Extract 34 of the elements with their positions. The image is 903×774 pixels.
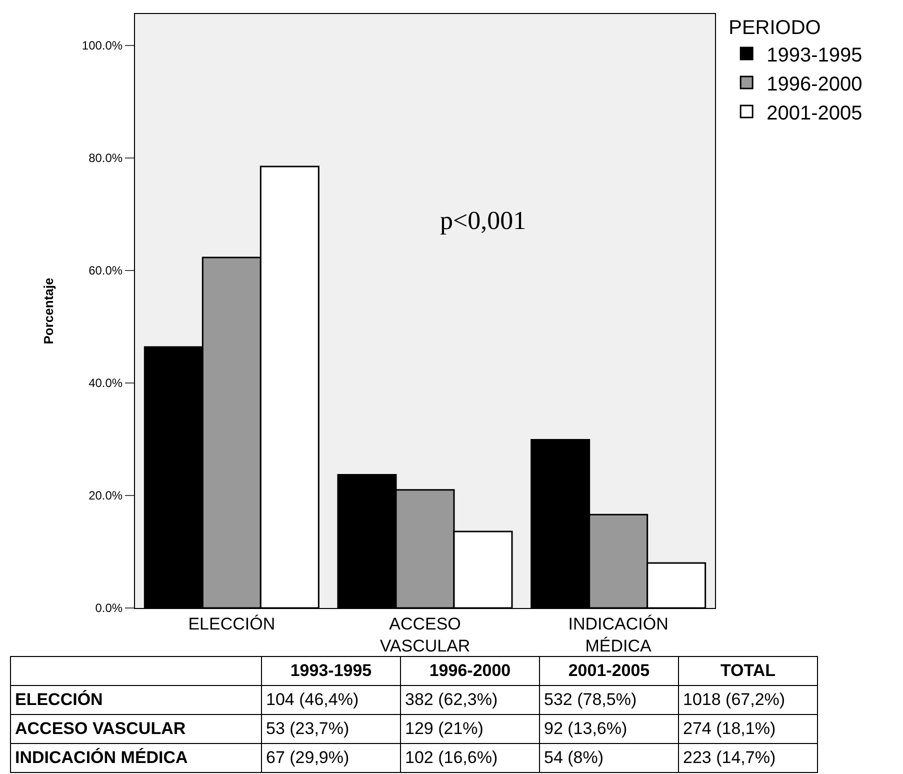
legend-title: PERIODO	[728, 17, 821, 40]
category-label: INDICACIÓN MÉDICA	[15, 748, 188, 767]
x-tick-label: INDICACIÓN MÉDICA	[568, 614, 668, 656]
text: 129 (21%)	[400, 714, 540, 744]
y-tick-label: 40.0%	[88, 376, 123, 390]
y-tick-label: 20.0%	[88, 488, 123, 503]
text: 1996-2000	[429, 661, 511, 680]
y-tick-label: 0.0%	[95, 601, 123, 616]
legend-label: 1996-2000	[766, 73, 862, 96]
text: 92 (13,6%)	[540, 714, 678, 744]
category-label: ELECCIÓN	[15, 690, 103, 709]
y-tick-label: 60.0%	[88, 264, 123, 278]
text: 104 (46,4%)	[262, 686, 400, 714]
text: TOTAL	[678, 656, 818, 686]
text: 382 (62,3%)	[400, 686, 540, 714]
text: 532 (78,5%)	[540, 686, 678, 714]
y-axis-title: Porcentaje	[40, 278, 56, 344]
text: 54 (8%)	[540, 744, 678, 772]
annotation: p<0,001	[440, 206, 526, 235]
text: 102 (16,6%)	[400, 744, 540, 772]
category-label: ACCESO VASCULAR	[15, 719, 186, 738]
x-tick-label: ACCESO VASCULAR	[380, 614, 470, 656]
text: 2001-2005	[568, 661, 650, 680]
y-tick-label: 80.0%	[88, 151, 123, 166]
text: 67 (29,9%)	[262, 744, 400, 772]
text: 1018 (67,2%)	[678, 686, 818, 714]
legend-label: 1993-1995	[766, 44, 862, 66]
y-tick-label: 100.0%	[82, 38, 123, 53]
legend-label: 2001-2005	[766, 102, 862, 124]
text: 223 (14,7%)	[678, 744, 818, 772]
text: 53 (23,7%)	[262, 714, 400, 744]
x-tick-label: ELECCIÓN	[188, 614, 276, 634]
text: 274 (18,1%)	[678, 714, 818, 744]
text: 1993-1995	[290, 661, 372, 680]
